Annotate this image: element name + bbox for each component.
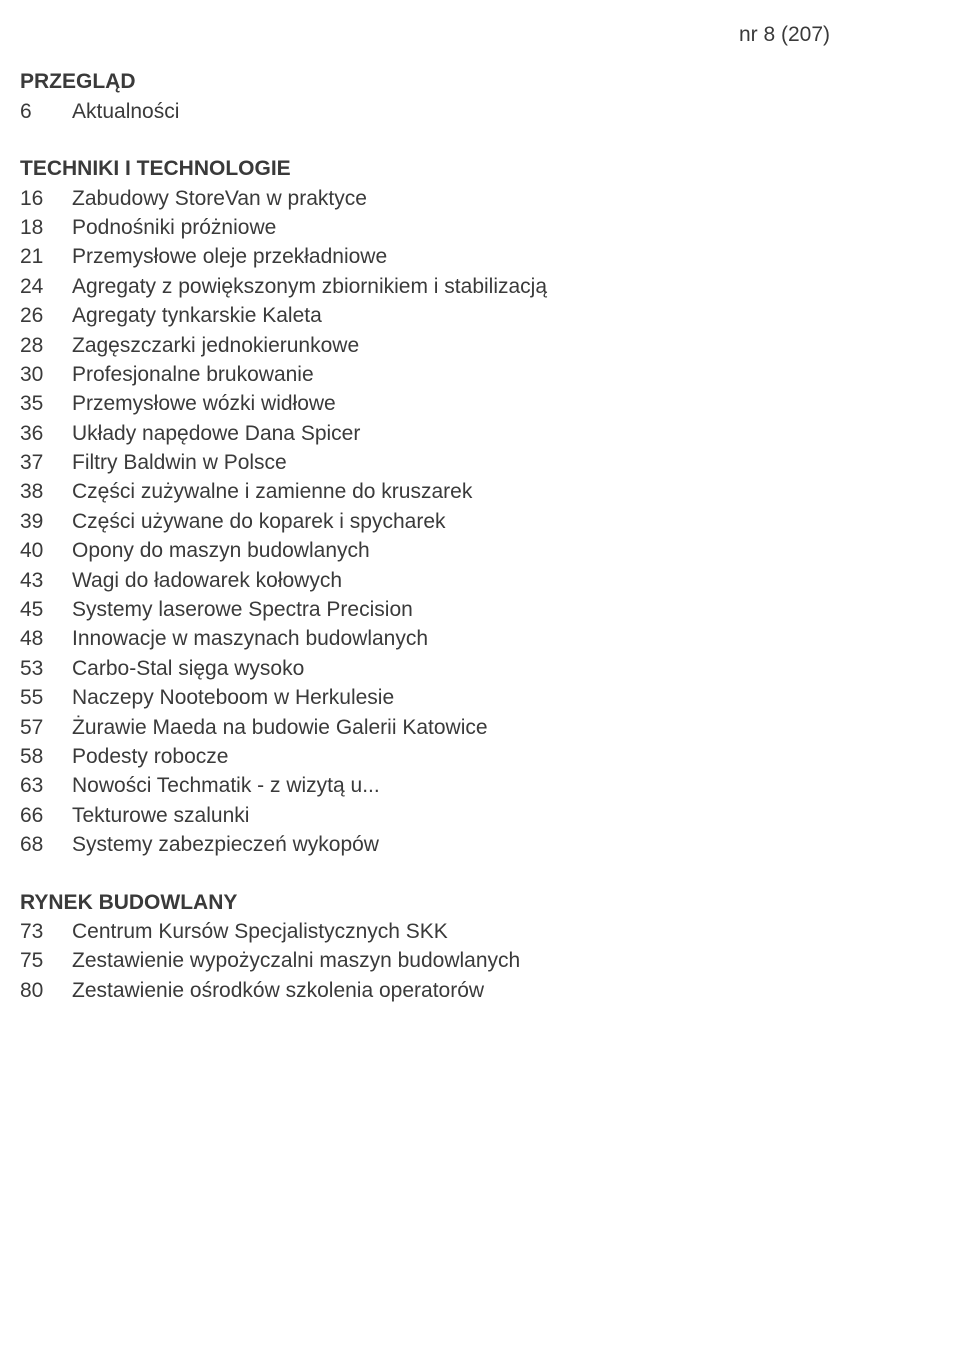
toc-title: Aktualności <box>72 97 940 126</box>
section-heading-przeglad: PRZEGLĄD <box>20 67 940 96</box>
toc-title: Układy napędowe Dana Spicer <box>72 419 940 448</box>
toc-title: Zabudowy StoreVan w praktyce <box>72 184 940 213</box>
toc-row: 63Nowości Techmatik - z wizytą u... <box>20 771 940 800</box>
toc-row: 24Agregaty z powiększonym zbiornikiem i … <box>20 272 940 301</box>
toc-row: 36Układy napędowe Dana Spicer <box>20 419 940 448</box>
toc-page-number: 75 <box>20 946 72 975</box>
issue-number: nr 8 (207) <box>20 20 940 49</box>
toc-title: Przemysłowe oleje przekładniowe <box>72 242 940 271</box>
toc-page-number: 37 <box>20 448 72 477</box>
toc-page-number: 58 <box>20 742 72 771</box>
toc-title: Innowacje w maszynach budowlanych <box>72 624 940 653</box>
toc-row: 6 Aktualności <box>20 97 940 126</box>
toc-page-number: 73 <box>20 917 72 946</box>
toc-title: Opony do maszyn budowlanych <box>72 536 940 565</box>
toc-page-number: 30 <box>20 360 72 389</box>
toc-page-number: 18 <box>20 213 72 242</box>
toc-title: Zagęszczarki jednokierunkowe <box>72 331 940 360</box>
page: nr 8 (207) PRZEGLĄD 6 Aktualności TECHNI… <box>0 0 960 1045</box>
toc-row: 48Innowacje w maszynach budowlanych <box>20 624 940 653</box>
toc-title: Systemy laserowe Spectra Precision <box>72 595 940 624</box>
toc-page-number: 63 <box>20 771 72 800</box>
toc-title: Agregaty z powiększonym zbiornikiem i st… <box>72 272 940 301</box>
toc-page-number: 43 <box>20 566 72 595</box>
toc-page-number: 21 <box>20 242 72 271</box>
toc-title: Żurawie Maeda na budowie Galerii Katowic… <box>72 713 940 742</box>
toc-page-number: 48 <box>20 624 72 653</box>
toc-row: 30Profesjonalne brukowanie <box>20 360 940 389</box>
toc-row: 37Filtry Baldwin w Polsce <box>20 448 940 477</box>
toc-page-number: 35 <box>20 389 72 418</box>
toc-page-number: 36 <box>20 419 72 448</box>
toc-row: 80Zestawienie ośrodków szkolenia operato… <box>20 976 940 1005</box>
toc-title: Agregaty tynkarskie Kaleta <box>72 301 940 330</box>
section-heading-rynek: RYNEK BUDOWLANY <box>20 888 940 917</box>
toc-row: 35Przemysłowe wózki widłowe <box>20 389 940 418</box>
toc-page-number: 66 <box>20 801 72 830</box>
toc-title: Carbo-Stal sięga wysoko <box>72 654 940 683</box>
toc-title: Części używane do koparek i spycharek <box>72 507 940 536</box>
toc-title: Filtry Baldwin w Polsce <box>72 448 940 477</box>
toc-page-number: 57 <box>20 713 72 742</box>
toc-page-number: 39 <box>20 507 72 536</box>
toc-title: Tekturowe szalunki <box>72 801 940 830</box>
toc-title: Wagi do ładowarek kołowych <box>72 566 940 595</box>
toc-title: Systemy zabezpieczeń wykopów <box>72 830 940 859</box>
toc-row: 38Części zużywalne i zamienne do kruszar… <box>20 477 940 506</box>
toc-row: 43Wagi do ładowarek kołowych <box>20 566 940 595</box>
toc-row: 26Agregaty tynkarskie Kaleta <box>20 301 940 330</box>
toc-row: 53Carbo-Stal sięga wysoko <box>20 654 940 683</box>
toc-page-number: 45 <box>20 595 72 624</box>
toc-page-number: 16 <box>20 184 72 213</box>
toc-title: Podnośniki próżniowe <box>72 213 940 242</box>
toc-page-number: 68 <box>20 830 72 859</box>
toc-page-number: 24 <box>20 272 72 301</box>
toc-row: 55Naczepy Nooteboom w Herkulesie <box>20 683 940 712</box>
toc-page-number: 6 <box>20 97 72 126</box>
toc-page-number: 28 <box>20 331 72 360</box>
toc-page-number: 38 <box>20 477 72 506</box>
toc-title: Centrum Kursów Specjalistycznych SKK <box>72 917 940 946</box>
toc-row: 21Przemysłowe oleje przekładniowe <box>20 242 940 271</box>
toc-page-number: 26 <box>20 301 72 330</box>
toc-row: 16Zabudowy StoreVan w praktyce <box>20 184 940 213</box>
toc-title: Części zużywalne i zamienne do kruszarek <box>72 477 940 506</box>
toc-row: 68Systemy zabezpieczeń wykopów <box>20 830 940 859</box>
section-gap <box>20 860 940 888</box>
toc-page-number: 53 <box>20 654 72 683</box>
toc-row: 28Zagęszczarki jednokierunkowe <box>20 331 940 360</box>
toc-title: Naczepy Nooteboom w Herkulesie <box>72 683 940 712</box>
toc-row: 39Części używane do koparek i spycharek <box>20 507 940 536</box>
toc-title: Profesjonalne brukowanie <box>72 360 940 389</box>
toc-title: Zestawienie ośrodków szkolenia operatoró… <box>72 976 940 1005</box>
toc-row: 66Tekturowe szalunki <box>20 801 940 830</box>
toc-title: Przemysłowe wózki widłowe <box>72 389 940 418</box>
toc-row: 75Zestawienie wypożyczalni maszyn budowl… <box>20 946 940 975</box>
toc-row: 58Podesty robocze <box>20 742 940 771</box>
toc-page-number: 40 <box>20 536 72 565</box>
toc-page-number: 55 <box>20 683 72 712</box>
toc-row: 73Centrum Kursów Specjalistycznych SKK <box>20 917 940 946</box>
section-gap <box>20 126 940 154</box>
toc-row: 18Podnośniki próżniowe <box>20 213 940 242</box>
section-heading-techniki: TECHNIKI I TECHNOLOGIE <box>20 154 940 183</box>
toc-row: 40Opony do maszyn budowlanych <box>20 536 940 565</box>
toc-title: Nowości Techmatik - z wizytą u... <box>72 771 940 800</box>
toc-page-number: 80 <box>20 976 72 1005</box>
toc-row: 57Żurawie Maeda na budowie Galerii Katow… <box>20 713 940 742</box>
toc-title: Zestawienie wypożyczalni maszyn budowlan… <box>72 946 940 975</box>
toc-row: 45Systemy laserowe Spectra Precision <box>20 595 940 624</box>
toc-title: Podesty robocze <box>72 742 940 771</box>
